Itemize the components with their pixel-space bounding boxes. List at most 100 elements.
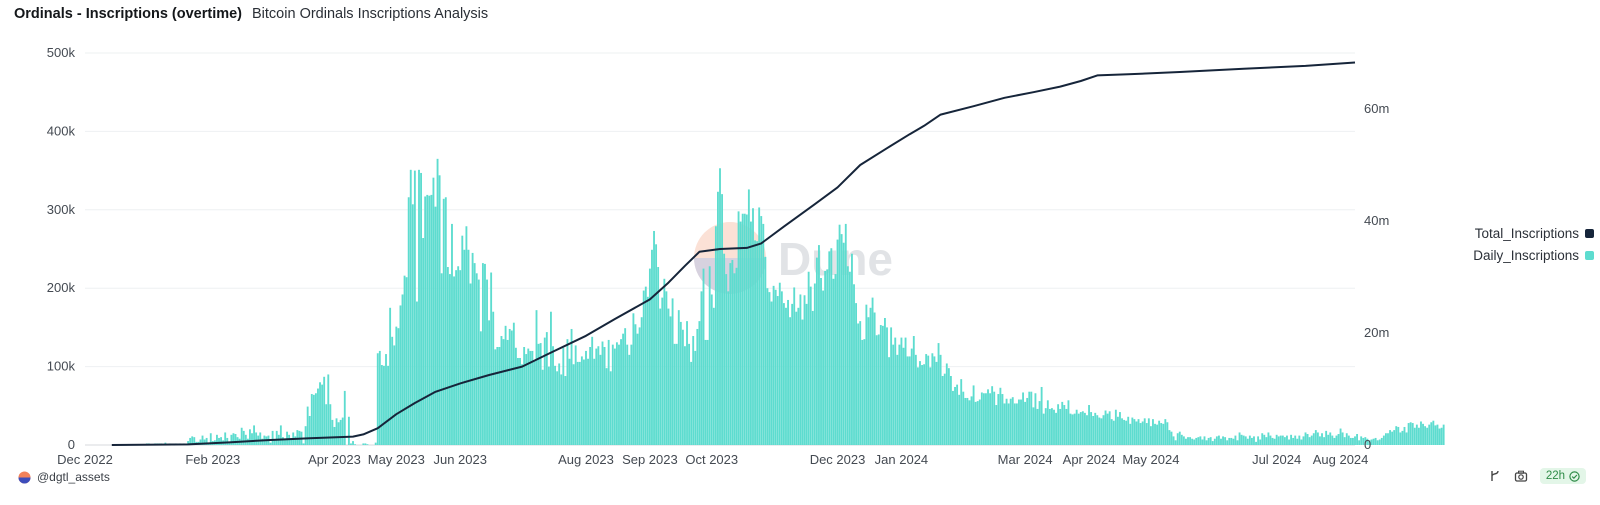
camera-icon[interactable] bbox=[1514, 469, 1528, 483]
daily-bar bbox=[791, 303, 794, 445]
daily-bar bbox=[477, 279, 480, 445]
daily-bar bbox=[782, 303, 785, 445]
daily-bar bbox=[308, 415, 311, 445]
daily-bar bbox=[1374, 437, 1377, 445]
refresh-badge[interactable]: 22h bbox=[1539, 468, 1586, 484]
y-left-tick-label: 100k bbox=[47, 359, 76, 374]
daily-bar bbox=[1065, 408, 1068, 445]
daily-bar bbox=[679, 321, 682, 445]
daily-bar bbox=[607, 339, 610, 445]
daily-bar bbox=[444, 197, 447, 445]
daily-bar bbox=[620, 339, 622, 445]
daily-bar bbox=[354, 444, 357, 445]
daily-bar bbox=[327, 374, 330, 445]
daily-bar bbox=[1345, 433, 1348, 445]
footer-author[interactable]: @dgtl_assets bbox=[18, 470, 110, 484]
daily-bar bbox=[193, 437, 196, 445]
daily-bar bbox=[1211, 441, 1214, 445]
daily-bar bbox=[822, 290, 825, 445]
daily-bar bbox=[640, 317, 643, 445]
daily-bar bbox=[1341, 432, 1344, 445]
daily-bar bbox=[271, 430, 274, 445]
daily-bar bbox=[1067, 400, 1070, 445]
daily-bar bbox=[533, 361, 536, 445]
daily-bar bbox=[1234, 435, 1237, 445]
x-tick-label: May 2024 bbox=[1122, 452, 1179, 467]
daily-bar bbox=[925, 354, 928, 445]
daily-bar bbox=[514, 347, 517, 445]
daily-bar bbox=[1397, 426, 1400, 445]
daily-bar bbox=[558, 363, 561, 445]
daily-bar bbox=[564, 376, 567, 445]
daily-bar bbox=[677, 310, 680, 445]
daily-bar bbox=[389, 307, 392, 445]
daily-bar bbox=[1154, 423, 1156, 445]
daily-bar bbox=[1349, 437, 1352, 445]
x-tick-label: Jan 2024 bbox=[875, 452, 929, 467]
daily-bar bbox=[644, 286, 647, 445]
x-tick-label: Apr 2023 bbox=[308, 452, 361, 467]
daily-bar bbox=[719, 168, 721, 445]
daily-bar bbox=[879, 325, 882, 445]
daily-bar bbox=[347, 416, 350, 445]
daily-bar bbox=[374, 442, 377, 445]
daily-bar bbox=[230, 434, 233, 445]
daily-bar bbox=[976, 401, 979, 445]
daily-bar bbox=[708, 266, 711, 445]
daily-bar bbox=[1294, 435, 1297, 445]
daily-bar bbox=[638, 327, 641, 445]
daily-bar bbox=[778, 282, 781, 445]
daily-bar bbox=[1376, 440, 1379, 445]
daily-bar bbox=[1415, 424, 1418, 445]
daily-bar bbox=[902, 347, 905, 445]
daily-bar bbox=[1055, 412, 1057, 445]
daily-bar bbox=[894, 337, 897, 445]
legend-label-daily: Daily_Inscriptions bbox=[1473, 247, 1579, 263]
fork-icon[interactable] bbox=[1488, 469, 1502, 483]
daily-bar bbox=[1248, 435, 1251, 445]
daily-bar bbox=[807, 271, 810, 445]
daily-bar bbox=[587, 358, 589, 445]
y-right-tick-label: 40m bbox=[1364, 213, 1389, 228]
x-tick-label: Oct 2023 bbox=[685, 452, 738, 467]
daily-bar bbox=[259, 432, 262, 445]
daily-bar bbox=[671, 298, 674, 445]
daily-bar bbox=[1319, 436, 1321, 445]
daily-bar bbox=[982, 393, 985, 445]
daily-bar bbox=[1135, 421, 1138, 445]
x-tick-label: Aug 2024 bbox=[1313, 452, 1369, 467]
daily-bar bbox=[1296, 438, 1299, 445]
daily-bar bbox=[634, 324, 637, 445]
legend-item-daily[interactable]: Daily_Inscriptions bbox=[1438, 244, 1594, 266]
daily-bar bbox=[580, 356, 583, 445]
daily-bar bbox=[684, 346, 686, 445]
daily-bar bbox=[1209, 437, 1212, 445]
daily-bar bbox=[484, 263, 486, 445]
daily-bar bbox=[1106, 413, 1109, 445]
daily-bar bbox=[442, 198, 445, 445]
daily-bar bbox=[1147, 418, 1150, 445]
daily-bar bbox=[1269, 435, 1272, 445]
check-circle-icon bbox=[1569, 470, 1580, 482]
daily-bar bbox=[578, 361, 581, 445]
daily-bar bbox=[1102, 415, 1105, 445]
daily-bar bbox=[1393, 430, 1396, 445]
daily-bar bbox=[420, 172, 422, 445]
daily-bar bbox=[329, 404, 332, 445]
daily-bar bbox=[1036, 408, 1039, 445]
daily-bar bbox=[857, 323, 860, 445]
daily-bar bbox=[686, 321, 688, 445]
legend-item-total[interactable]: Total_Inscriptions bbox=[1438, 222, 1594, 244]
daily-bar bbox=[350, 443, 352, 445]
daily-bar bbox=[780, 291, 783, 445]
daily-bar bbox=[1378, 439, 1381, 445]
y-axis-right: 0 20m 40m 60m bbox=[1364, 101, 1389, 452]
daily-bar bbox=[1114, 409, 1117, 445]
daily-bar bbox=[1407, 423, 1410, 445]
daily-bar bbox=[739, 221, 742, 445]
daily-bar bbox=[1417, 427, 1420, 445]
total-inscriptions-line bbox=[111, 61, 1356, 446]
daily-bar bbox=[667, 308, 670, 445]
daily-bar bbox=[589, 347, 592, 445]
y-left-tick-label: 400k bbox=[47, 123, 76, 138]
